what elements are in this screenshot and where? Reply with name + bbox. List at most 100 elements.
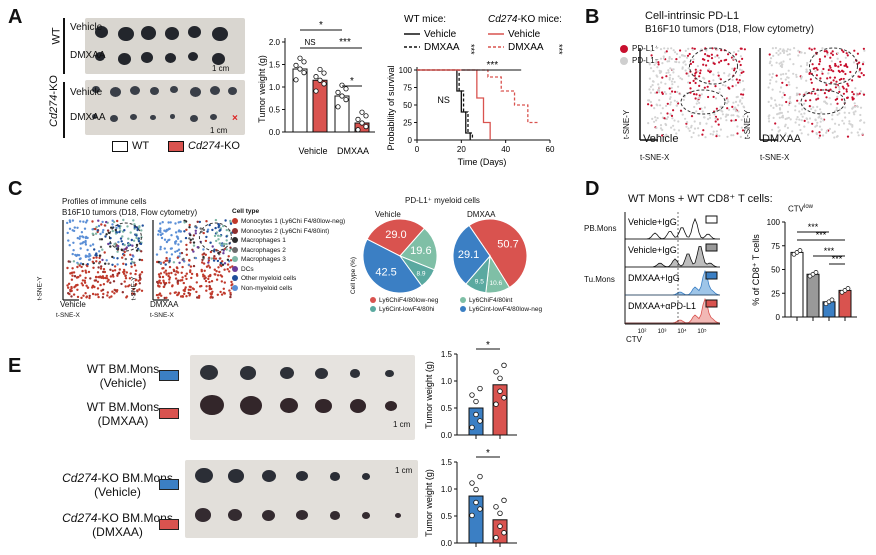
tsne-point <box>96 271 100 274</box>
tsne-point <box>100 238 104 241</box>
tsne-point <box>838 78 841 81</box>
tsne-point <box>832 70 835 73</box>
tsne-point <box>736 95 739 98</box>
tsne-point <box>771 128 774 131</box>
tsne-point <box>177 291 180 295</box>
tsne-point <box>661 92 664 95</box>
tsne-point <box>655 126 658 129</box>
tsne-point <box>706 85 709 88</box>
tsne-point <box>180 271 183 274</box>
tsne-point <box>658 99 661 102</box>
celltype-legend-item: DCs <box>232 266 254 273</box>
tsne-point <box>788 53 791 56</box>
tsne-point <box>215 231 219 234</box>
tsne-point <box>84 243 88 246</box>
tsne-point <box>844 63 848 66</box>
tsne-point <box>202 273 205 276</box>
tsne-point <box>684 69 687 72</box>
tsne-point <box>178 252 182 255</box>
tsne-point <box>695 110 698 113</box>
tsne-point <box>224 219 227 222</box>
tsne-point <box>168 281 171 284</box>
tsne-point <box>108 296 111 299</box>
tsne-point <box>778 116 781 119</box>
celltype-legend-item: Macrophages 3 <box>232 256 286 263</box>
tsne-point <box>207 261 210 264</box>
tsne-point <box>784 117 787 121</box>
tsne-point <box>135 249 139 252</box>
bar <box>838 289 852 318</box>
tsne-point <box>806 118 809 121</box>
a-wt-dmxaa-label: DMXAA <box>70 50 106 61</box>
tsne-point <box>83 227 87 230</box>
panel-d-title: WT Mons + WT CD8⁺ T cells: <box>628 193 773 205</box>
c-pie-dmxaa-label: DMXAA <box>467 210 496 219</box>
tsne-point <box>159 231 162 234</box>
tsne-point <box>221 263 225 266</box>
tumor <box>95 52 105 61</box>
y-tick-label: 1.0 <box>441 377 453 386</box>
y-tick-label: 2.0 <box>269 38 281 47</box>
tsne-point <box>825 101 828 105</box>
a-ko-vehicle-label: Vehicle <box>70 87 103 98</box>
tsne-point <box>67 292 70 295</box>
pie-legend-item: Ly6Cint-lowF4/80hi <box>370 306 434 313</box>
tsne-point <box>851 90 854 94</box>
tsne-point <box>109 268 112 271</box>
tsne-point <box>223 268 226 271</box>
tsne-point <box>106 294 109 297</box>
tsne-point <box>831 131 834 134</box>
tumor <box>95 26 108 38</box>
e-g4-label: Cd274-KO BM.Mons (DMXAA) <box>62 511 173 539</box>
a-scale-2: 1 cm <box>210 126 228 135</box>
e-g1-label: WT BM.Mons (Vehicle) <box>86 362 160 390</box>
tsne-point <box>138 226 141 229</box>
tsne-point <box>666 47 669 50</box>
data-point <box>501 530 507 536</box>
tsne-point <box>777 126 780 129</box>
tsne-point <box>852 111 855 114</box>
tsne-point <box>805 68 808 71</box>
tsne-point <box>838 70 841 73</box>
tsne-point <box>85 296 88 299</box>
b-tsne-x-2: t-SNE-X <box>760 153 790 162</box>
panel-b-letter: B <box>585 6 600 28</box>
data-point <box>493 369 499 375</box>
tsne-point <box>79 242 82 245</box>
tsne-point <box>129 231 132 234</box>
tsne-point <box>181 265 184 269</box>
tsne-point <box>230 280 233 284</box>
tsne-point <box>136 289 139 292</box>
tsne-point <box>133 264 137 267</box>
tsne-point <box>81 263 85 266</box>
tsne-point <box>676 100 679 103</box>
tsne-point <box>78 235 82 238</box>
tsne-point <box>84 276 87 280</box>
tsne-point <box>659 48 663 51</box>
tsne-point <box>778 62 781 65</box>
tsne-point <box>768 120 771 123</box>
tsne-point <box>669 74 672 77</box>
tsne-point <box>123 243 126 247</box>
tsne-point <box>179 230 183 233</box>
tsne-point <box>814 109 817 112</box>
tsne-point <box>835 84 838 87</box>
tsne-point <box>796 99 799 102</box>
tsne-point <box>223 281 226 284</box>
tsne-point <box>670 57 673 61</box>
tsne-point <box>655 59 658 62</box>
data-point <box>301 69 307 76</box>
data-point <box>473 499 479 506</box>
panel-e-letter: E <box>8 355 22 377</box>
y-axis-label: Tumor weight (g) <box>257 55 267 123</box>
tsne-point <box>854 110 857 113</box>
tsne-point <box>71 229 74 232</box>
tsne-point <box>727 108 731 111</box>
tsne-point <box>794 121 797 124</box>
tsne-point <box>804 91 807 94</box>
tsne-point <box>84 236 88 240</box>
tsne-point <box>157 273 161 276</box>
tsne-point <box>851 107 854 110</box>
tsne-point <box>76 265 79 269</box>
tsne-point <box>830 52 833 55</box>
